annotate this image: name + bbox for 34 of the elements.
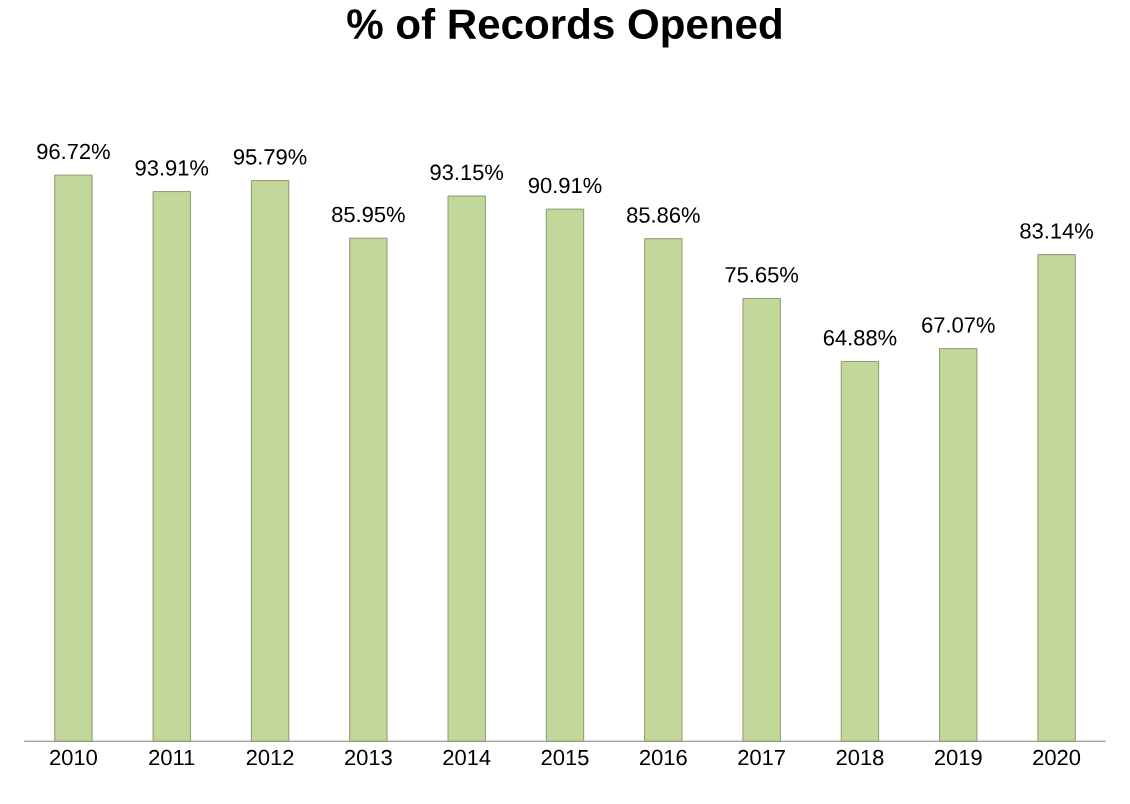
chart-title: % of Records Opened <box>347 8 781 48</box>
bar <box>349 237 388 742</box>
x-tick-label: 2019 <box>934 749 982 766</box>
data-label: 85.86% <box>627 207 700 223</box>
data-label: 96.72% <box>37 143 110 160</box>
x-tick-label: 2015 <box>541 749 589 766</box>
x-tick-label: 2013 <box>345 749 392 766</box>
bar <box>250 180 290 742</box>
data-label: 85.95% <box>332 206 405 223</box>
data-label: 95.79% <box>233 149 307 165</box>
x-tick-label: 2014 <box>443 749 491 766</box>
x-tick-label: 2010 <box>50 749 97 766</box>
bar <box>644 238 683 742</box>
bar <box>545 208 585 742</box>
x-tick-label: 2020 <box>1033 749 1081 766</box>
bar <box>742 298 781 742</box>
data-label: 64.88% <box>823 330 897 346</box>
bar <box>840 361 880 742</box>
data-label: 90.91% <box>528 177 602 194</box>
x-tick-label: 2016 <box>640 749 687 766</box>
data-label: 75.65% <box>725 267 799 283</box>
data-label: 67.07% <box>922 317 995 333</box>
x-tick-label: 2012 <box>246 749 294 766</box>
x-tick-label: 2018 <box>836 749 884 766</box>
data-label: 93.15% <box>430 164 504 181</box>
data-label: 93.91% <box>135 160 209 176</box>
x-tick-label: 2011 <box>149 749 195 766</box>
bar <box>1037 254 1076 742</box>
bar <box>447 195 486 742</box>
bar <box>152 191 191 742</box>
bar <box>54 174 93 742</box>
bar <box>939 348 978 742</box>
data-label: 83.14% <box>1020 223 1093 239</box>
x-tick-label: 2017 <box>738 749 785 766</box>
